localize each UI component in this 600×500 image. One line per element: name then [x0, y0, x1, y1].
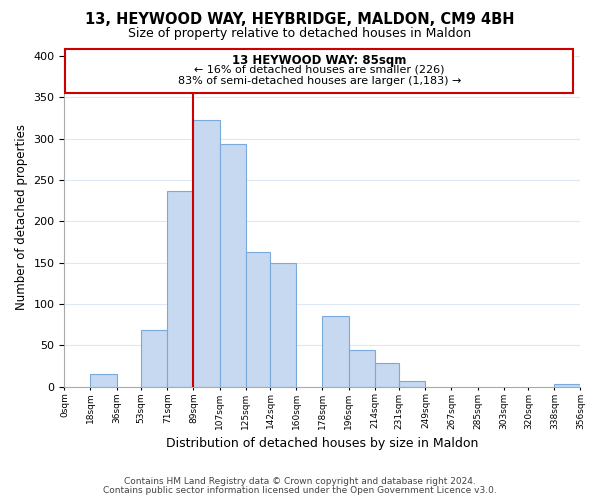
Text: Contains HM Land Registry data © Crown copyright and database right 2024.: Contains HM Land Registry data © Crown c… — [124, 477, 476, 486]
FancyBboxPatch shape — [65, 49, 573, 93]
Text: Contains public sector information licensed under the Open Government Licence v3: Contains public sector information licen… — [103, 486, 497, 495]
Bar — [193, 120, 220, 386]
Bar — [322, 316, 349, 386]
Text: Size of property relative to detached houses in Maldon: Size of property relative to detached ho… — [128, 28, 472, 40]
Bar — [141, 330, 167, 386]
Bar — [554, 384, 580, 386]
Text: 13 HEYWOOD WAY: 85sqm: 13 HEYWOOD WAY: 85sqm — [232, 54, 406, 67]
Text: ← 16% of detached houses are smaller (226): ← 16% of detached houses are smaller (22… — [194, 65, 445, 75]
X-axis label: Distribution of detached houses by size in Maldon: Distribution of detached houses by size … — [166, 437, 479, 450]
Text: 83% of semi-detached houses are larger (1,183) →: 83% of semi-detached houses are larger (… — [178, 76, 461, 86]
Y-axis label: Number of detached properties: Number of detached properties — [15, 124, 28, 310]
Bar — [91, 374, 116, 386]
Bar — [220, 144, 245, 386]
Bar — [374, 362, 399, 386]
Bar — [349, 350, 374, 387]
Text: 13, HEYWOOD WAY, HEYBRIDGE, MALDON, CM9 4BH: 13, HEYWOOD WAY, HEYBRIDGE, MALDON, CM9 … — [85, 12, 515, 28]
Bar — [270, 264, 296, 386]
Bar — [167, 190, 193, 386]
Bar — [399, 381, 425, 386]
Bar — [245, 252, 270, 386]
